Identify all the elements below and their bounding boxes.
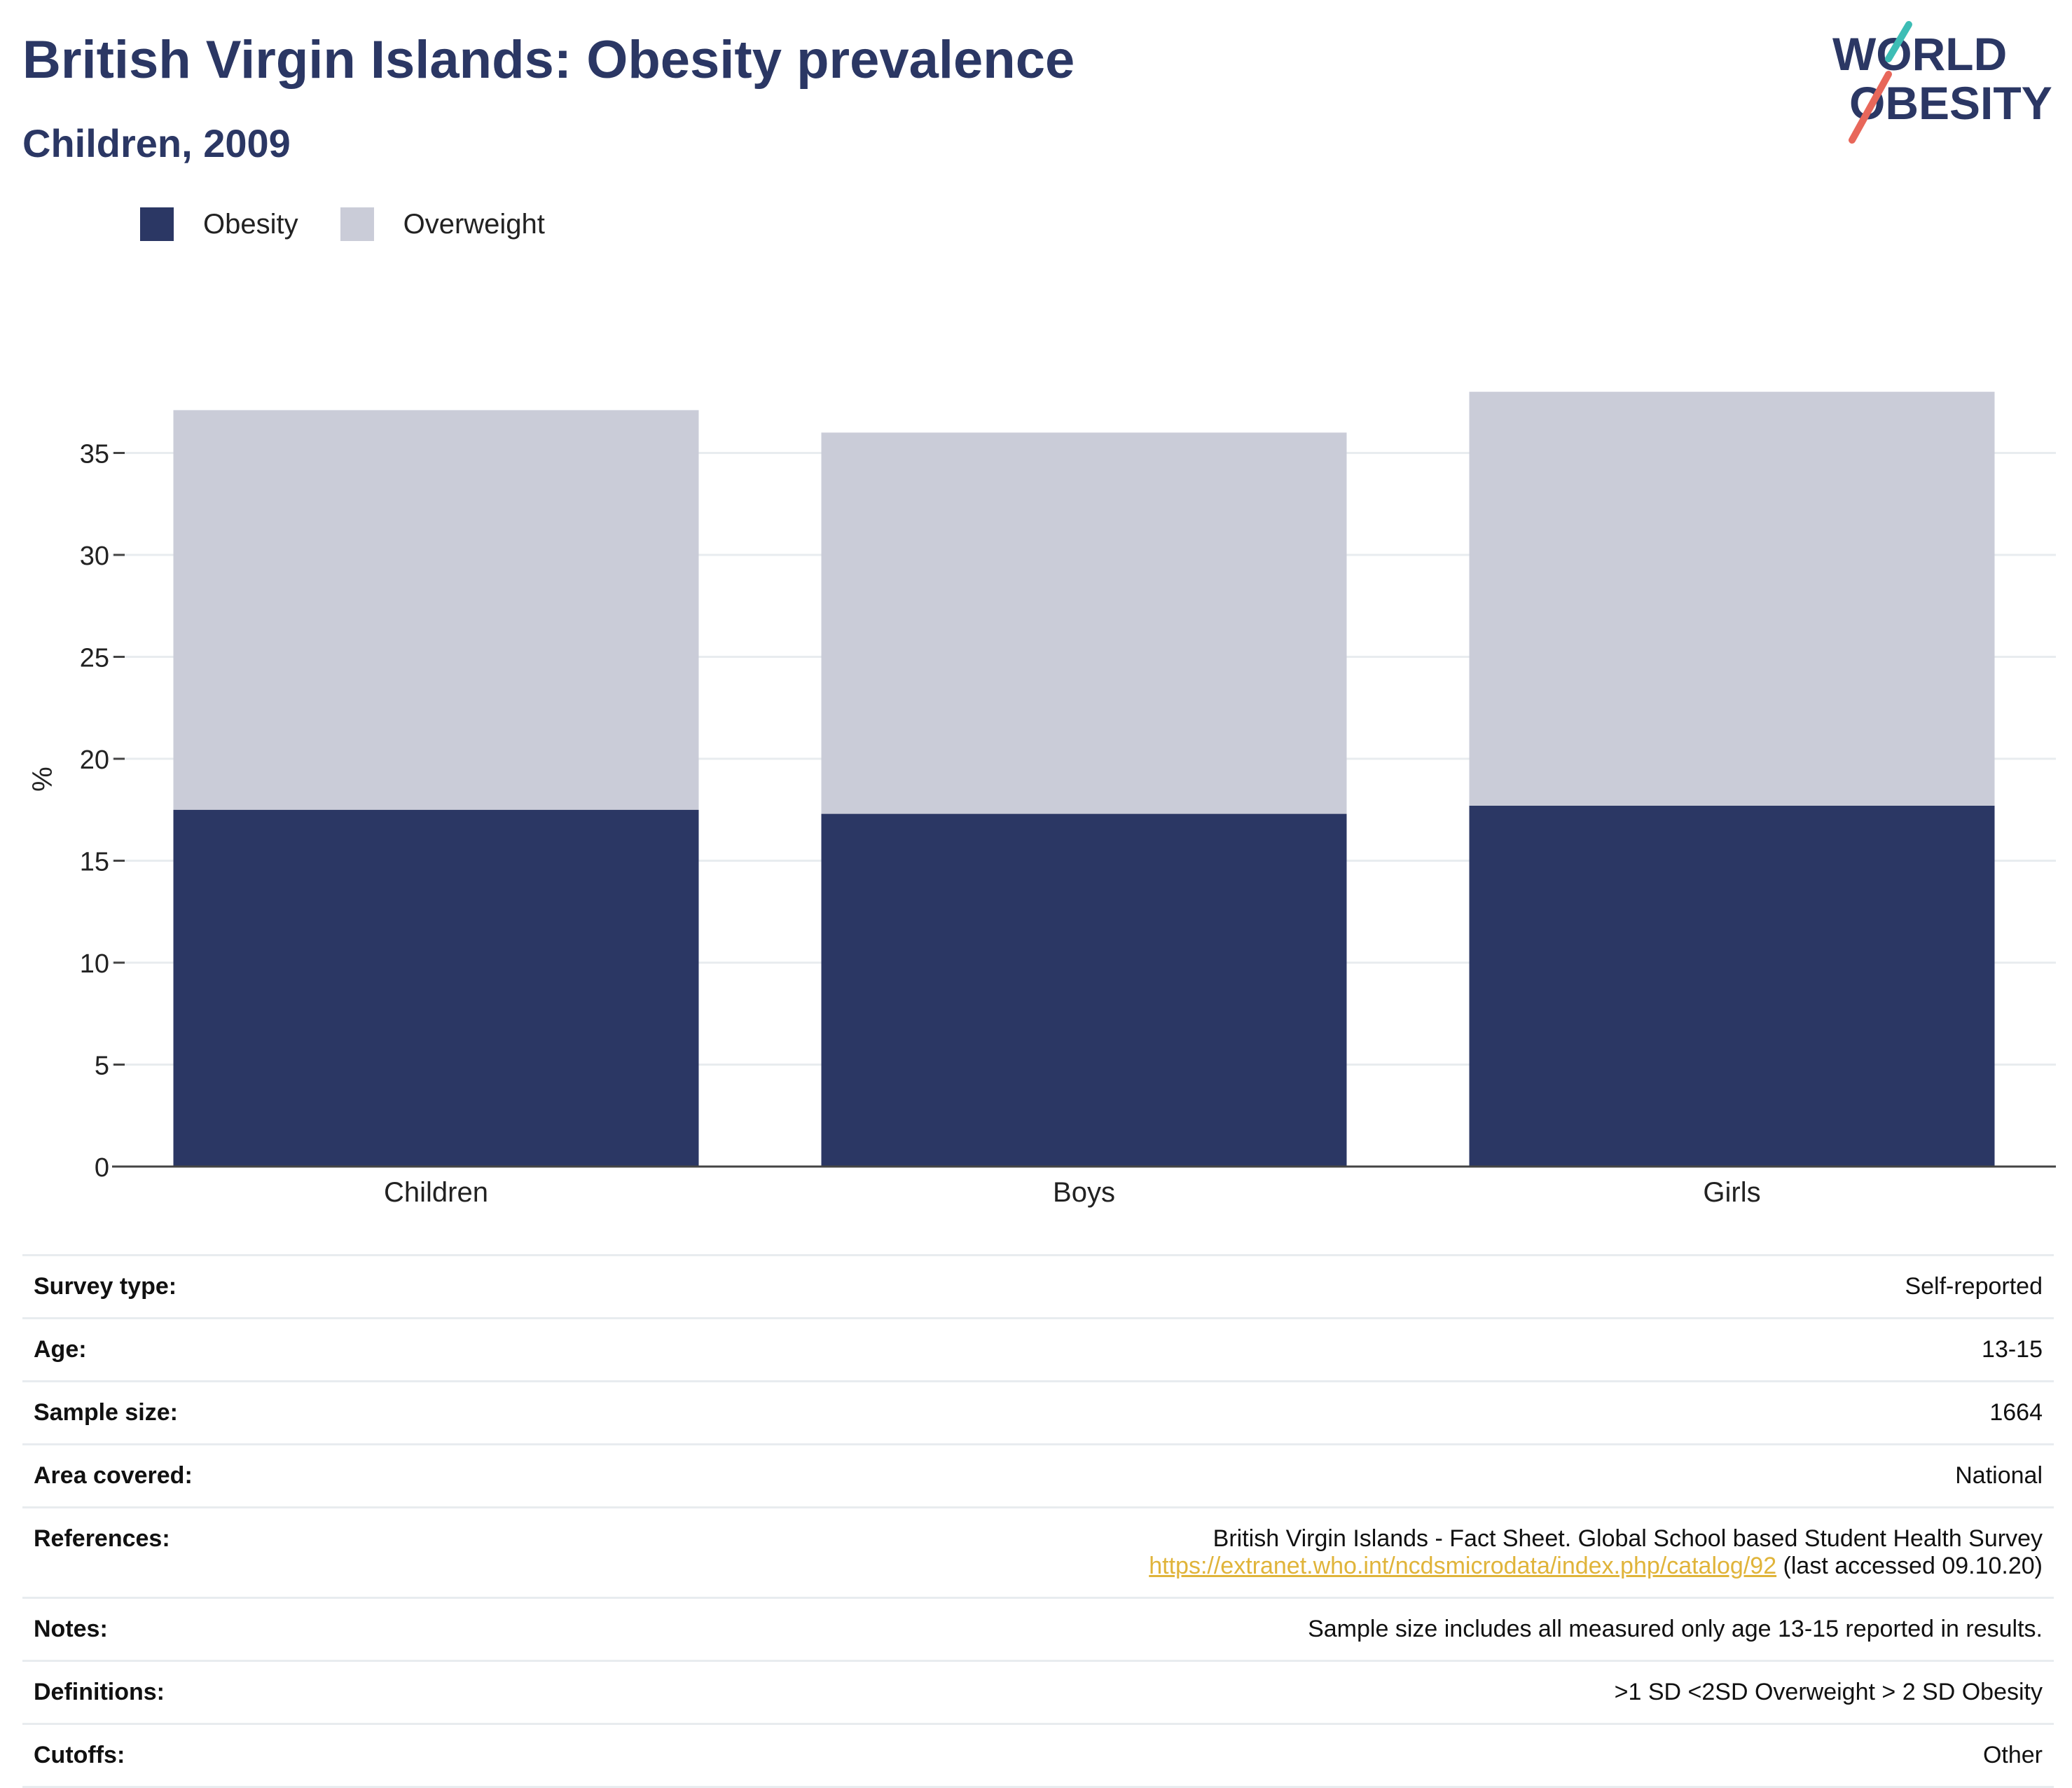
bar-overweight-boys (821, 432, 1347, 814)
info-label: References: (34, 1525, 170, 1552)
info-label: Notes: (34, 1616, 108, 1642)
info-row: Notes: Sample size includes all measured … (22, 1597, 2054, 1661)
reference-link-line: https://extranet.who.int/ncdsmicrodata/i… (369, 1553, 2043, 1580)
info-value: >1 SD <2SD Overweight > 2 SD Obesity (1614, 1679, 2043, 1705)
y-tick-label-0: 0 (95, 1153, 109, 1183)
chart-legend: Obesity Overweight (140, 207, 587, 241)
y-tick-label-10: 10 (80, 949, 109, 979)
info-value: Self-reported (1905, 1273, 2043, 1300)
bar-obesity-children (173, 809, 699, 1167)
info-row: Sample size: 1664 (22, 1381, 2054, 1445)
info-row: Area covered: National (22, 1444, 2054, 1508)
info-label: Survey type: (34, 1273, 177, 1300)
legend-swatch-obesity (140, 207, 174, 241)
legend-item-obesity[interactable]: Obesity (140, 207, 298, 241)
bar-obesity-girls (1469, 805, 1995, 1167)
legend-label-obesity: Obesity (203, 208, 298, 240)
reference-text: British Virgin Islands - Fact Sheet. Glo… (1213, 1525, 2043, 1552)
logo-coral-slash (1849, 71, 1892, 144)
info-value: British Virgin Islands - Fact Sheet. Glo… (358, 1508, 2054, 1598)
y-tick-label-15: 15 (80, 848, 109, 877)
survey-info-table: Survey type: Self-reported Age: 13-15 Sample… (22, 1254, 2054, 1788)
x-tick-label-children: Children (384, 1177, 488, 1208)
bar-overweight-girls (1469, 392, 1995, 806)
reference-accessed-note: (last accessed 09.10.20) (1776, 1553, 2043, 1579)
info-label: Definitions: (34, 1679, 165, 1705)
page-subtitle: Children, 2009 (22, 121, 291, 165)
page-title: British Virgin Islands: Obesity prevalen… (22, 30, 1075, 90)
info-value: Other (1982, 1742, 2043, 1768)
x-tick-label-boys: Boys (1053, 1177, 1115, 1208)
info-row: Definitions: >1 SD <2SD Overweight > 2 SD… (22, 1660, 2054, 1724)
legend-label-overweight: Overweight (403, 208, 545, 240)
bar-overweight-children (173, 410, 699, 810)
info-label: Sample size: (34, 1399, 178, 1426)
reference-link[interactable]: https://extranet.who.int/ncdsmicrodata/i… (1149, 1553, 1777, 1579)
logo-line1: WORLD (1832, 28, 2007, 80)
info-row: Cutoffs: Other (22, 1724, 2054, 1787)
y-tick-label-25: 25 (80, 644, 109, 673)
info-value: 13-15 (1982, 1336, 2043, 1363)
info-label: Cutoffs: (34, 1742, 125, 1768)
legend-item-overweight[interactable]: Overweight (340, 207, 545, 241)
info-row: Age: 13-15 (22, 1318, 2054, 1382)
info-value: 1664 (1989, 1399, 2043, 1426)
world-obesity-logo: WORLD OBESITY (1832, 21, 2052, 144)
info-label: Age: (34, 1336, 87, 1363)
logo-teal-slash (1885, 21, 1912, 62)
legend-swatch-overweight (340, 207, 374, 241)
y-axis-label: % (27, 766, 58, 792)
info-row: Survey type: Self-reported (22, 1255, 2054, 1319)
bar-obesity-boys (821, 813, 1347, 1167)
y-tick-label-35: 35 (80, 440, 109, 469)
y-tick-label-5: 5 (95, 1052, 109, 1081)
info-row: References: British Virgin Islands - Fact… (22, 1507, 2054, 1598)
info-label: Area covered: (34, 1462, 193, 1489)
bar-chart: 0 5 10 15 20 25 30 35% Children Boys Girls (27, 392, 2056, 1208)
y-tick-label-30: 30 (80, 542, 109, 571)
info-value: Sample size includes all measured only a… (1308, 1616, 2043, 1642)
info-value: National (1955, 1462, 2043, 1489)
x-tick-label-girls: Girls (1703, 1177, 1760, 1208)
y-tick-label-20: 20 (80, 745, 109, 775)
